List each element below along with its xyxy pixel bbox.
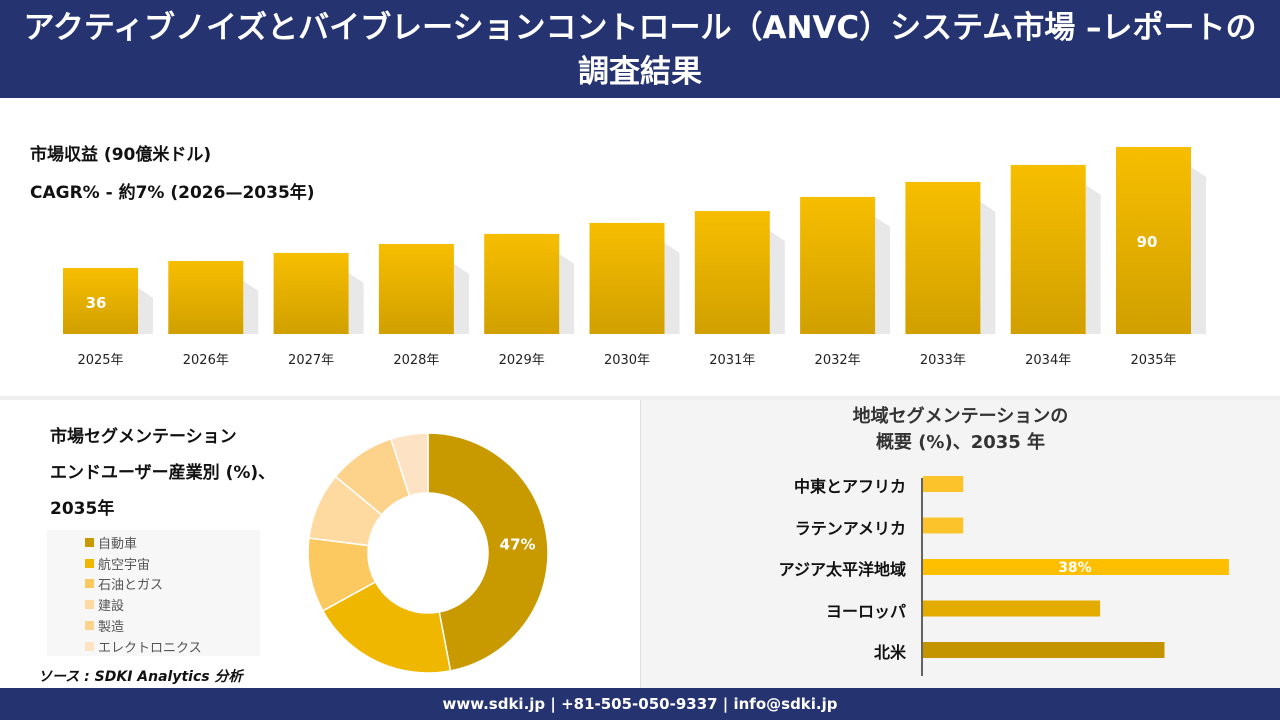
- bar-shadow: [875, 216, 891, 334]
- legend-swatch: [85, 558, 94, 568]
- donut-legend: 自動車航空宇宙石油とガス建設製造エレクトロニクス: [47, 530, 260, 656]
- legend-label: 石油とガス: [98, 578, 164, 594]
- year-tick-label: 2035年: [1130, 353, 1176, 368]
- region-label: 北米: [873, 643, 906, 662]
- end-user-donut-chart: 47%: [307, 432, 549, 674]
- regional-bar-chart: 38%: [921, 476, 1229, 676]
- segment-title-line2: エンドユーザー産業別 (%)、: [50, 463, 276, 483]
- legend-swatch: [85, 641, 94, 651]
- bar-data-label: 36: [86, 294, 107, 312]
- region-label: ラテンアメリカ: [794, 518, 906, 538]
- legend-label: 航空宇宙: [98, 557, 151, 573]
- segment-title-line3: 2035年: [50, 499, 115, 519]
- revenue-bar: [589, 222, 665, 334]
- source-note: ソース : SDKI Analytics 分析: [38, 669, 243, 685]
- bar-shadow: [453, 263, 469, 334]
- year-tick-label: 2025年: [77, 353, 123, 368]
- legend-swatch: [85, 621, 94, 631]
- revenue-bar: [694, 211, 770, 334]
- region-label: 中東とアフリカ: [793, 477, 906, 496]
- bar-data-label: 38%: [1058, 560, 1092, 576]
- year-tick-label: 2033年: [920, 353, 966, 368]
- donut-slice: [321, 580, 452, 674]
- region-bar: [923, 642, 1165, 658]
- year-tick-label: 2034年: [1025, 353, 1071, 368]
- bar-shadow: [559, 253, 575, 334]
- revenue-bar: [1116, 147, 1191, 334]
- bar-shadow: [138, 287, 153, 334]
- region-bar: [923, 600, 1101, 617]
- year-tick-label: 2032年: [815, 353, 861, 368]
- legend-item: 航空宇宙: [85, 553, 260, 574]
- bar-shadow: [243, 280, 259, 334]
- region-bar: [923, 476, 964, 492]
- bar-shadow: [980, 201, 996, 334]
- revenue-bar: [1010, 164, 1086, 334]
- cagr-label: CAGR% - 約7% (2026—2035年): [30, 183, 315, 203]
- donut-slice: [389, 432, 429, 497]
- region-label: アジア太平洋地域: [778, 560, 906, 579]
- legend-label: 建設: [98, 599, 125, 615]
- region-bar: [923, 559, 1229, 575]
- region-label: ヨーロッパ: [825, 601, 906, 621]
- legend-label: エレクトロニクス: [98, 640, 202, 656]
- legend-swatch: [85, 600, 94, 610]
- revenue-label: 市場収益 (90億米ドル): [30, 145, 212, 165]
- divider: [0, 396, 1280, 400]
- revenue-bar-chart: 2025年 36 2026年 2027年 2028年 2029年 2030年 2031年 203…: [63, 147, 1206, 368]
- bar-shadow: [1191, 167, 1206, 334]
- year-tick-label: 2030年: [604, 353, 650, 368]
- revenue-bar: [800, 196, 876, 334]
- legend-item: 建設: [85, 594, 260, 615]
- legend-swatch: [85, 537, 94, 547]
- bar-shadow: [769, 231, 785, 334]
- legend-swatch: [85, 579, 94, 589]
- regional-segment-panel: 地域セグメンテーションの 概要 (%)、2035 年 中東とアフリカ ラテンアメリ…: [641, 400, 1280, 688]
- legend-label: 製造: [98, 620, 125, 636]
- legend-label: 自動車: [98, 536, 138, 552]
- bar-shadow: [664, 242, 680, 334]
- legend-item: 石油とガス: [85, 574, 260, 595]
- year-tick-label: 2029年: [499, 353, 545, 368]
- divider: [640, 400, 641, 688]
- year-tick-label: 2028年: [393, 353, 439, 368]
- end-user-segment-panel: 市場セグメンテーション エンドユーザー産業別 (%)、 2035年 自動車航空宇…: [0, 400, 640, 688]
- revenue-bar: [905, 181, 981, 334]
- revenue-bar: [484, 233, 560, 334]
- revenue-bar: [168, 260, 244, 334]
- regional-title-line1: 地域セグメンテーションの: [852, 406, 1069, 427]
- regional-title-line2: 概要 (%)、2035 年: [875, 432, 1046, 453]
- region-bar: [923, 517, 964, 534]
- legend-item: 自動車: [85, 532, 260, 553]
- report-title: アクティブノイズとバイブレーションコントロール（ANVC）システム市場 –レポー…: [0, 0, 1280, 98]
- regional-title: 地域セグメンテーションの 概要 (%)、2035 年: [641, 404, 1280, 456]
- legend-item: 製造: [85, 615, 260, 636]
- donut-slice: [427, 432, 549, 672]
- bar-shadow: [1085, 184, 1101, 334]
- year-tick-label: 2026年: [183, 353, 229, 368]
- bar-shadow: [348, 272, 364, 334]
- year-tick-label: 2031年: [709, 353, 755, 368]
- slice-data-label: 47%: [500, 536, 536, 554]
- year-tick-label: 2027年: [288, 353, 334, 368]
- footer-contact: www.sdki.jp | +81-505-050-9337 | info@sd…: [0, 688, 1280, 720]
- segment-title-line1: 市場セグメンテーション: [50, 427, 237, 447]
- bar-data-label: 90: [1137, 233, 1158, 251]
- revenue-chart-panel: 市場収益 (90億米ドル) CAGR% - 約7% (2026—2035年) 2…: [0, 98, 1280, 396]
- legend-item: エレクトロニクス: [85, 636, 260, 657]
- revenue-bar: [63, 267, 138, 334]
- revenue-bar: [273, 252, 349, 334]
- revenue-bar: [378, 243, 454, 334]
